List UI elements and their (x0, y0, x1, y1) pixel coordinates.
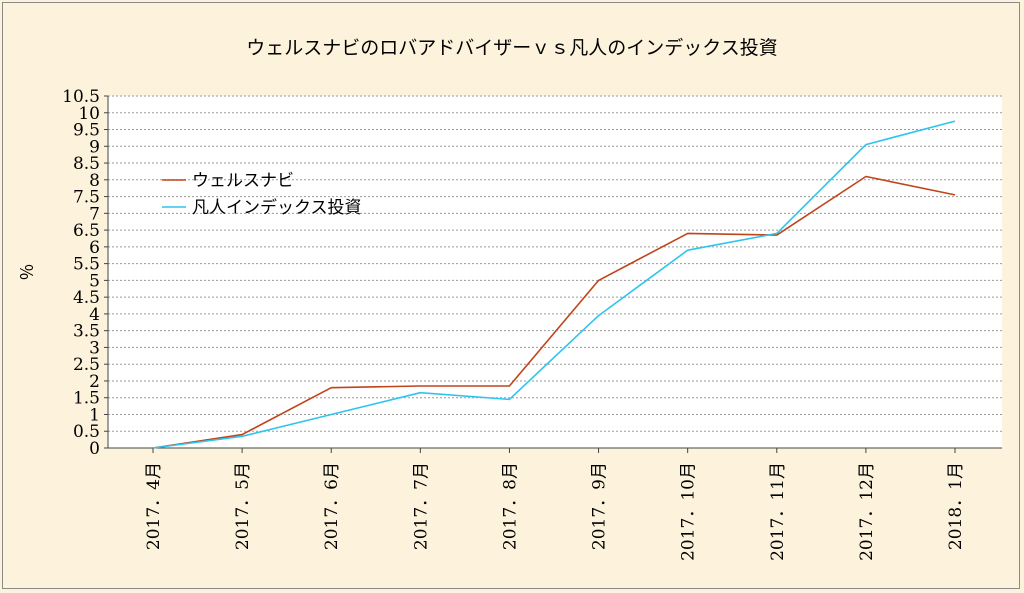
series-line-2 (152, 120, 956, 449)
y-tick-labels: 00.511.522.533.544.555.566.577.588.599.5… (62, 87, 100, 459)
y-tick-label: 4.5 (73, 288, 100, 308)
y-tick-label: 8 (89, 171, 100, 191)
legend-label-2: 凡人インデックス投資 (192, 197, 362, 218)
y-tick-label: 5 (89, 271, 100, 291)
y-axis-label: ％ (15, 264, 35, 281)
x-tick-label: 2017．5月 (233, 462, 253, 550)
y-tick-label: 7 (89, 204, 100, 224)
y-tick-label: 2.5 (73, 355, 100, 375)
x-tick-labels: 2017．4月 2017．5月 2017．6月 2017．7月 2017．8月 2017．… (144, 462, 966, 561)
gridlines (108, 95, 1002, 432)
x-tick-label: 2017．6月 (322, 462, 342, 550)
y-tick-label: 9 (89, 137, 100, 157)
y-tick-label: 2 (89, 372, 100, 392)
y-tick-label: 9.5 (73, 121, 100, 141)
y-tick-label: 1 (89, 405, 100, 425)
x-tick-label: 2017．9月 (590, 462, 610, 550)
y-tick-label: 8.5 (73, 154, 100, 174)
x-tick-label: 2018．1月 (946, 462, 966, 550)
y-tick-label: 0.5 (73, 422, 100, 442)
y-tick-label: 0 (89, 439, 100, 459)
series-lines (152, 120, 956, 449)
x-tick-label: 2017．10月 (679, 462, 699, 561)
x-tick-label: 2017．4月 (144, 462, 164, 550)
chart-title: ウェルスナビのロバアドバイザーｖｓ凡人のインデックス投資 (246, 37, 777, 59)
series-line-1 (152, 175, 956, 449)
y-tick-label: 5.5 (73, 255, 100, 275)
y-tick-label: 10 (78, 104, 100, 124)
x-tick-label: 2017．11月 (768, 462, 788, 561)
y-tick-label: 6 (89, 238, 100, 258)
axes (104, 95, 1002, 453)
x-tick-label: 2017．8月 (500, 462, 520, 550)
legend-label-1: ウェルスナビ (192, 171, 294, 191)
y-tick-label: 7.5 (73, 188, 100, 208)
x-tick-label: 2017．7月 (411, 462, 431, 550)
plot-area (108, 96, 1002, 448)
y-tick-label: 3.5 (73, 322, 100, 342)
y-tick-label: 1.5 (73, 389, 100, 409)
y-tick-label: 4 (89, 305, 100, 325)
y-tick-label: 3 (89, 338, 100, 358)
x-tick-label: 2017．12月 (857, 462, 877, 561)
y-tick-label: 10.5 (62, 87, 100, 107)
y-tick-label: 6.5 (73, 221, 100, 241)
